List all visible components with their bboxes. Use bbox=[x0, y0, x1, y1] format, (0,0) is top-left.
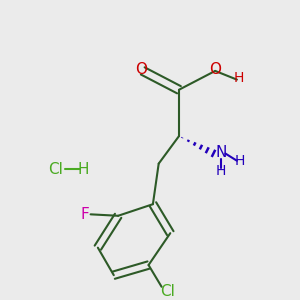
Text: H: H bbox=[233, 71, 244, 85]
Text: N: N bbox=[215, 145, 227, 160]
Text: H: H bbox=[216, 164, 226, 178]
Text: O: O bbox=[209, 62, 221, 77]
Text: Cl: Cl bbox=[160, 284, 175, 298]
Text: O: O bbox=[135, 62, 147, 77]
Text: F: F bbox=[80, 207, 89, 222]
Text: H: H bbox=[235, 154, 245, 168]
Text: Cl: Cl bbox=[48, 162, 63, 177]
Text: H: H bbox=[78, 162, 89, 177]
